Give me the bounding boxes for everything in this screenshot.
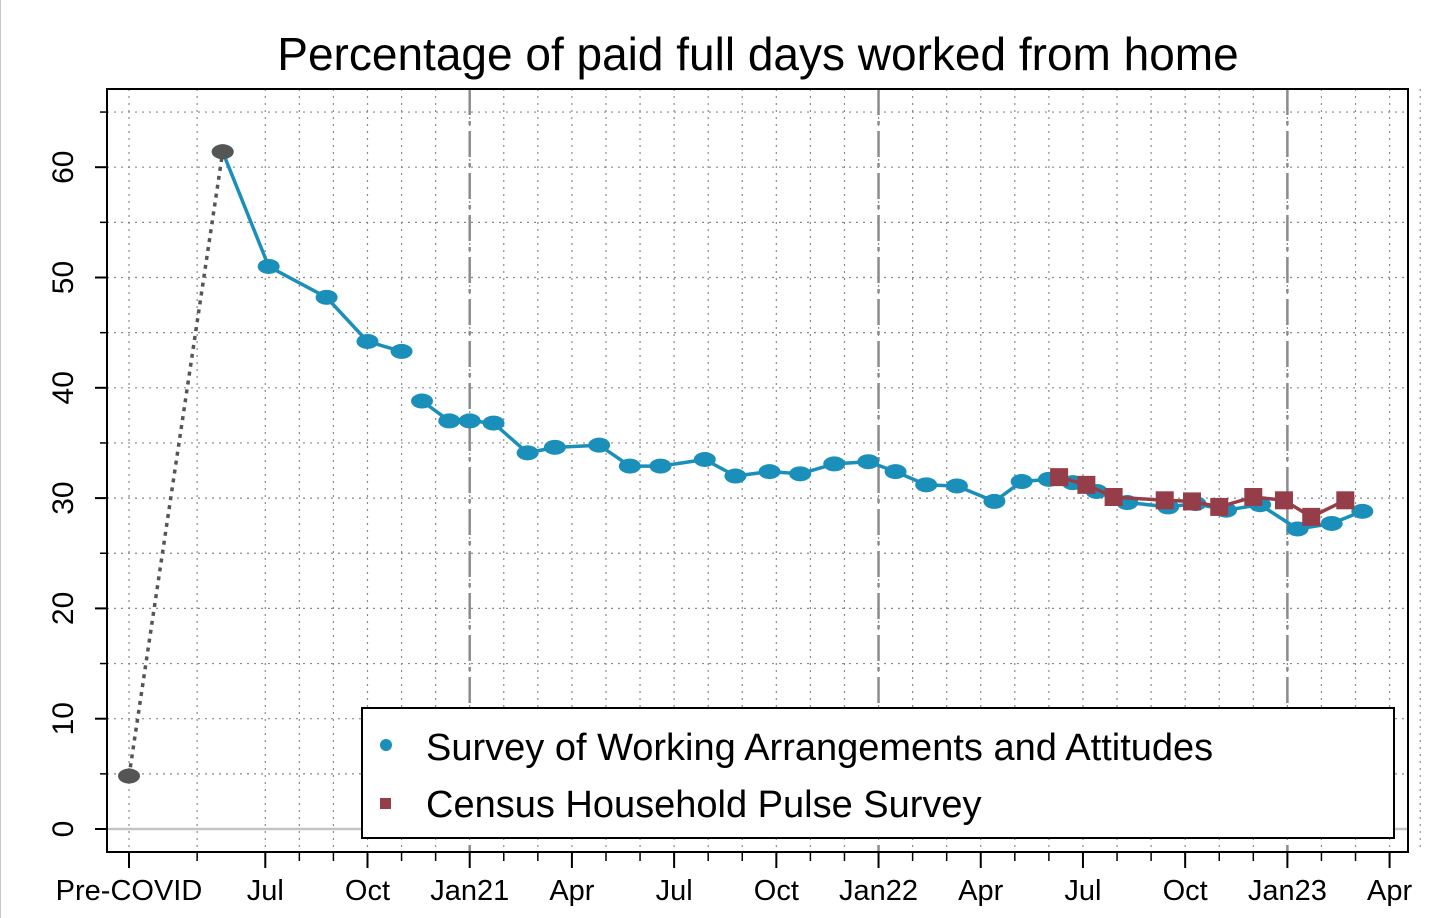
data-point: [1244, 487, 1263, 506]
series-line: [221, 151, 403, 354]
data-point: [118, 768, 140, 784]
x-tick-label: Oct: [754, 875, 799, 907]
data-point: [390, 343, 413, 359]
y-tick-label: 20: [47, 592, 80, 625]
series: [118, 144, 1374, 784]
data-point: [1274, 491, 1293, 510]
series-line: [1058, 475, 1347, 519]
y-tick-label: 10: [47, 702, 80, 735]
data-point: [588, 437, 611, 453]
data-point: [724, 468, 747, 484]
x-tick-label: Pre-COVID: [56, 875, 203, 907]
data-point: [789, 466, 812, 482]
x-tick-label: Apr: [549, 875, 594, 907]
data-point: [458, 413, 481, 429]
legend-frame: [361, 707, 1395, 839]
y-tick-label: 40: [47, 371, 80, 404]
x-tick-label: Apr: [1367, 875, 1412, 907]
data-point: [1104, 487, 1123, 506]
legend-label-pulse: Census Household Pulse Survey: [426, 784, 982, 826]
data-point: [945, 478, 968, 494]
legend: Survey of Working Arrangements and Attit…: [361, 707, 1395, 839]
data-point: [482, 415, 505, 431]
data-point: [823, 456, 846, 472]
x-tick-label: Oct: [345, 875, 390, 907]
plot-frame: [106, 88, 1409, 853]
x-tick-label: Jul: [247, 875, 284, 907]
x-tick-label: Jan21: [430, 875, 509, 907]
y-tick-label: 50: [47, 261, 80, 294]
legend-marker-pulse: [380, 798, 391, 809]
data-point: [211, 144, 234, 160]
data-point: [915, 477, 938, 493]
x-tick-label: Apr: [958, 875, 1003, 907]
x-tick-label: Jan23: [1248, 875, 1327, 907]
data-point: [884, 464, 907, 480]
data-point: [356, 333, 379, 349]
y-tick-label: 0: [47, 821, 80, 838]
window-edge: [0, 0, 1, 918]
data-point: [1050, 468, 1069, 487]
data-point: [983, 493, 1006, 509]
data-point: [1182, 492, 1201, 511]
y-tick-label: 60: [47, 151, 80, 184]
axes: 0 10 20 30 40 50 60 Pre-COVID Jul Oct Jan21 Apr Jul O…: [47, 111, 1412, 907]
data-point: [257, 258, 280, 274]
data-point: [1336, 491, 1355, 510]
x-tick-label: Oct: [1163, 875, 1208, 907]
data-point: [516, 445, 539, 461]
data-point: [543, 439, 566, 455]
series-line: [127, 151, 225, 777]
data-point: [758, 464, 781, 480]
data-point: [1155, 491, 1174, 510]
data-point: [1351, 503, 1374, 519]
legend-marker-swaa: [380, 739, 392, 751]
data-point: [1010, 474, 1033, 490]
legend-label-swaa: Survey of Working Arrangements and Attit…: [426, 727, 1213, 769]
y-tick-label: 30: [47, 481, 80, 514]
data-point: [315, 289, 338, 305]
data-point: [1077, 475, 1096, 494]
data-point: [1210, 497, 1229, 516]
x-tick-label: Jul: [1064, 875, 1101, 907]
chart-title: Percentage of paid full days worked from…: [277, 28, 1238, 80]
data-point: [618, 458, 641, 474]
data-point: [1302, 507, 1321, 526]
data-point: [411, 393, 434, 409]
data-point: [693, 451, 716, 467]
data-point: [438, 413, 461, 429]
x-tick-label: Jul: [656, 875, 693, 907]
x-tick-label: Jan22: [839, 875, 918, 907]
data-point: [649, 458, 672, 474]
data-point: [1320, 515, 1343, 531]
data-point: [857, 454, 880, 470]
